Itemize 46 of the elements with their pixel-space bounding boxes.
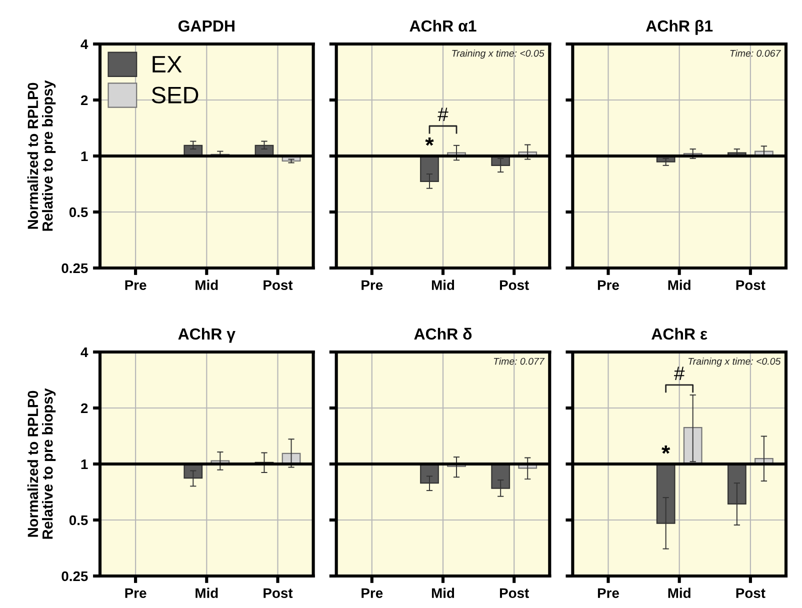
chart-title: AChR γ xyxy=(178,328,236,343)
y-tick-label: 2 xyxy=(80,403,88,414)
y-tick-label: 2 xyxy=(80,95,88,106)
x-tick-label: Post xyxy=(264,588,293,598)
x-tick-label: Post xyxy=(736,280,766,290)
x-tick-label: Post xyxy=(736,588,766,598)
annotation: # xyxy=(674,366,685,380)
x-tick-label: Mid xyxy=(196,280,218,290)
annotation: Training x time: <0.05 xyxy=(688,358,781,367)
y-tick-label: 0.5 xyxy=(69,515,88,526)
x-tick-label: Mid xyxy=(432,588,454,598)
x-tick-label: Pre xyxy=(125,588,146,598)
x-tick-label: Pre xyxy=(598,280,619,290)
y-tick-label: 0.25 xyxy=(62,263,88,274)
x-tick-label: Pre xyxy=(598,588,619,598)
annotation: Time: 0.067 xyxy=(730,50,781,57)
chart-title: AChR ε xyxy=(652,328,708,340)
chart-title: AChR δ xyxy=(414,328,472,340)
x-tick-label: Pre xyxy=(362,280,383,290)
x-tick-label: Pre xyxy=(362,588,383,598)
legend-label: EX xyxy=(152,56,182,72)
annotation: * xyxy=(425,137,434,146)
annotation: * xyxy=(662,445,670,454)
y-tick-label: 0.5 xyxy=(69,207,88,218)
x-tick-label: Post xyxy=(264,280,293,290)
annotation: Time: 0.077 xyxy=(494,358,545,365)
y-tick-label: 1 xyxy=(81,459,88,470)
x-tick-label: Mid xyxy=(196,588,218,598)
x-tick-label: Pre xyxy=(125,280,146,290)
chart-title: AChR α1 xyxy=(410,20,476,32)
y-axis-title: Normalized to RPLP0 Relative to pre biopsy xyxy=(27,80,56,231)
x-tick-label: Post xyxy=(500,588,529,598)
y-axis-title: Normalized to RPLP0 Relative to pre biopsy xyxy=(27,388,56,539)
x-tick-label: Mid xyxy=(668,280,690,290)
x-tick-label: Post xyxy=(500,280,529,290)
y-tick-label: 1 xyxy=(81,151,88,162)
y-tick-label: 4 xyxy=(80,347,88,358)
legend-label: SED xyxy=(152,86,198,104)
y-tick-label: 0.25 xyxy=(62,571,88,582)
chart-title: GAPDH xyxy=(178,20,234,32)
annotation: Training x time: <0.05 xyxy=(452,50,544,59)
x-tick-label: Mid xyxy=(432,280,454,290)
y-tick-label: 4 xyxy=(80,39,88,50)
chart-title: AChR β1 xyxy=(646,20,713,35)
annotation: # xyxy=(438,108,448,122)
x-tick-label: Mid xyxy=(668,588,690,598)
